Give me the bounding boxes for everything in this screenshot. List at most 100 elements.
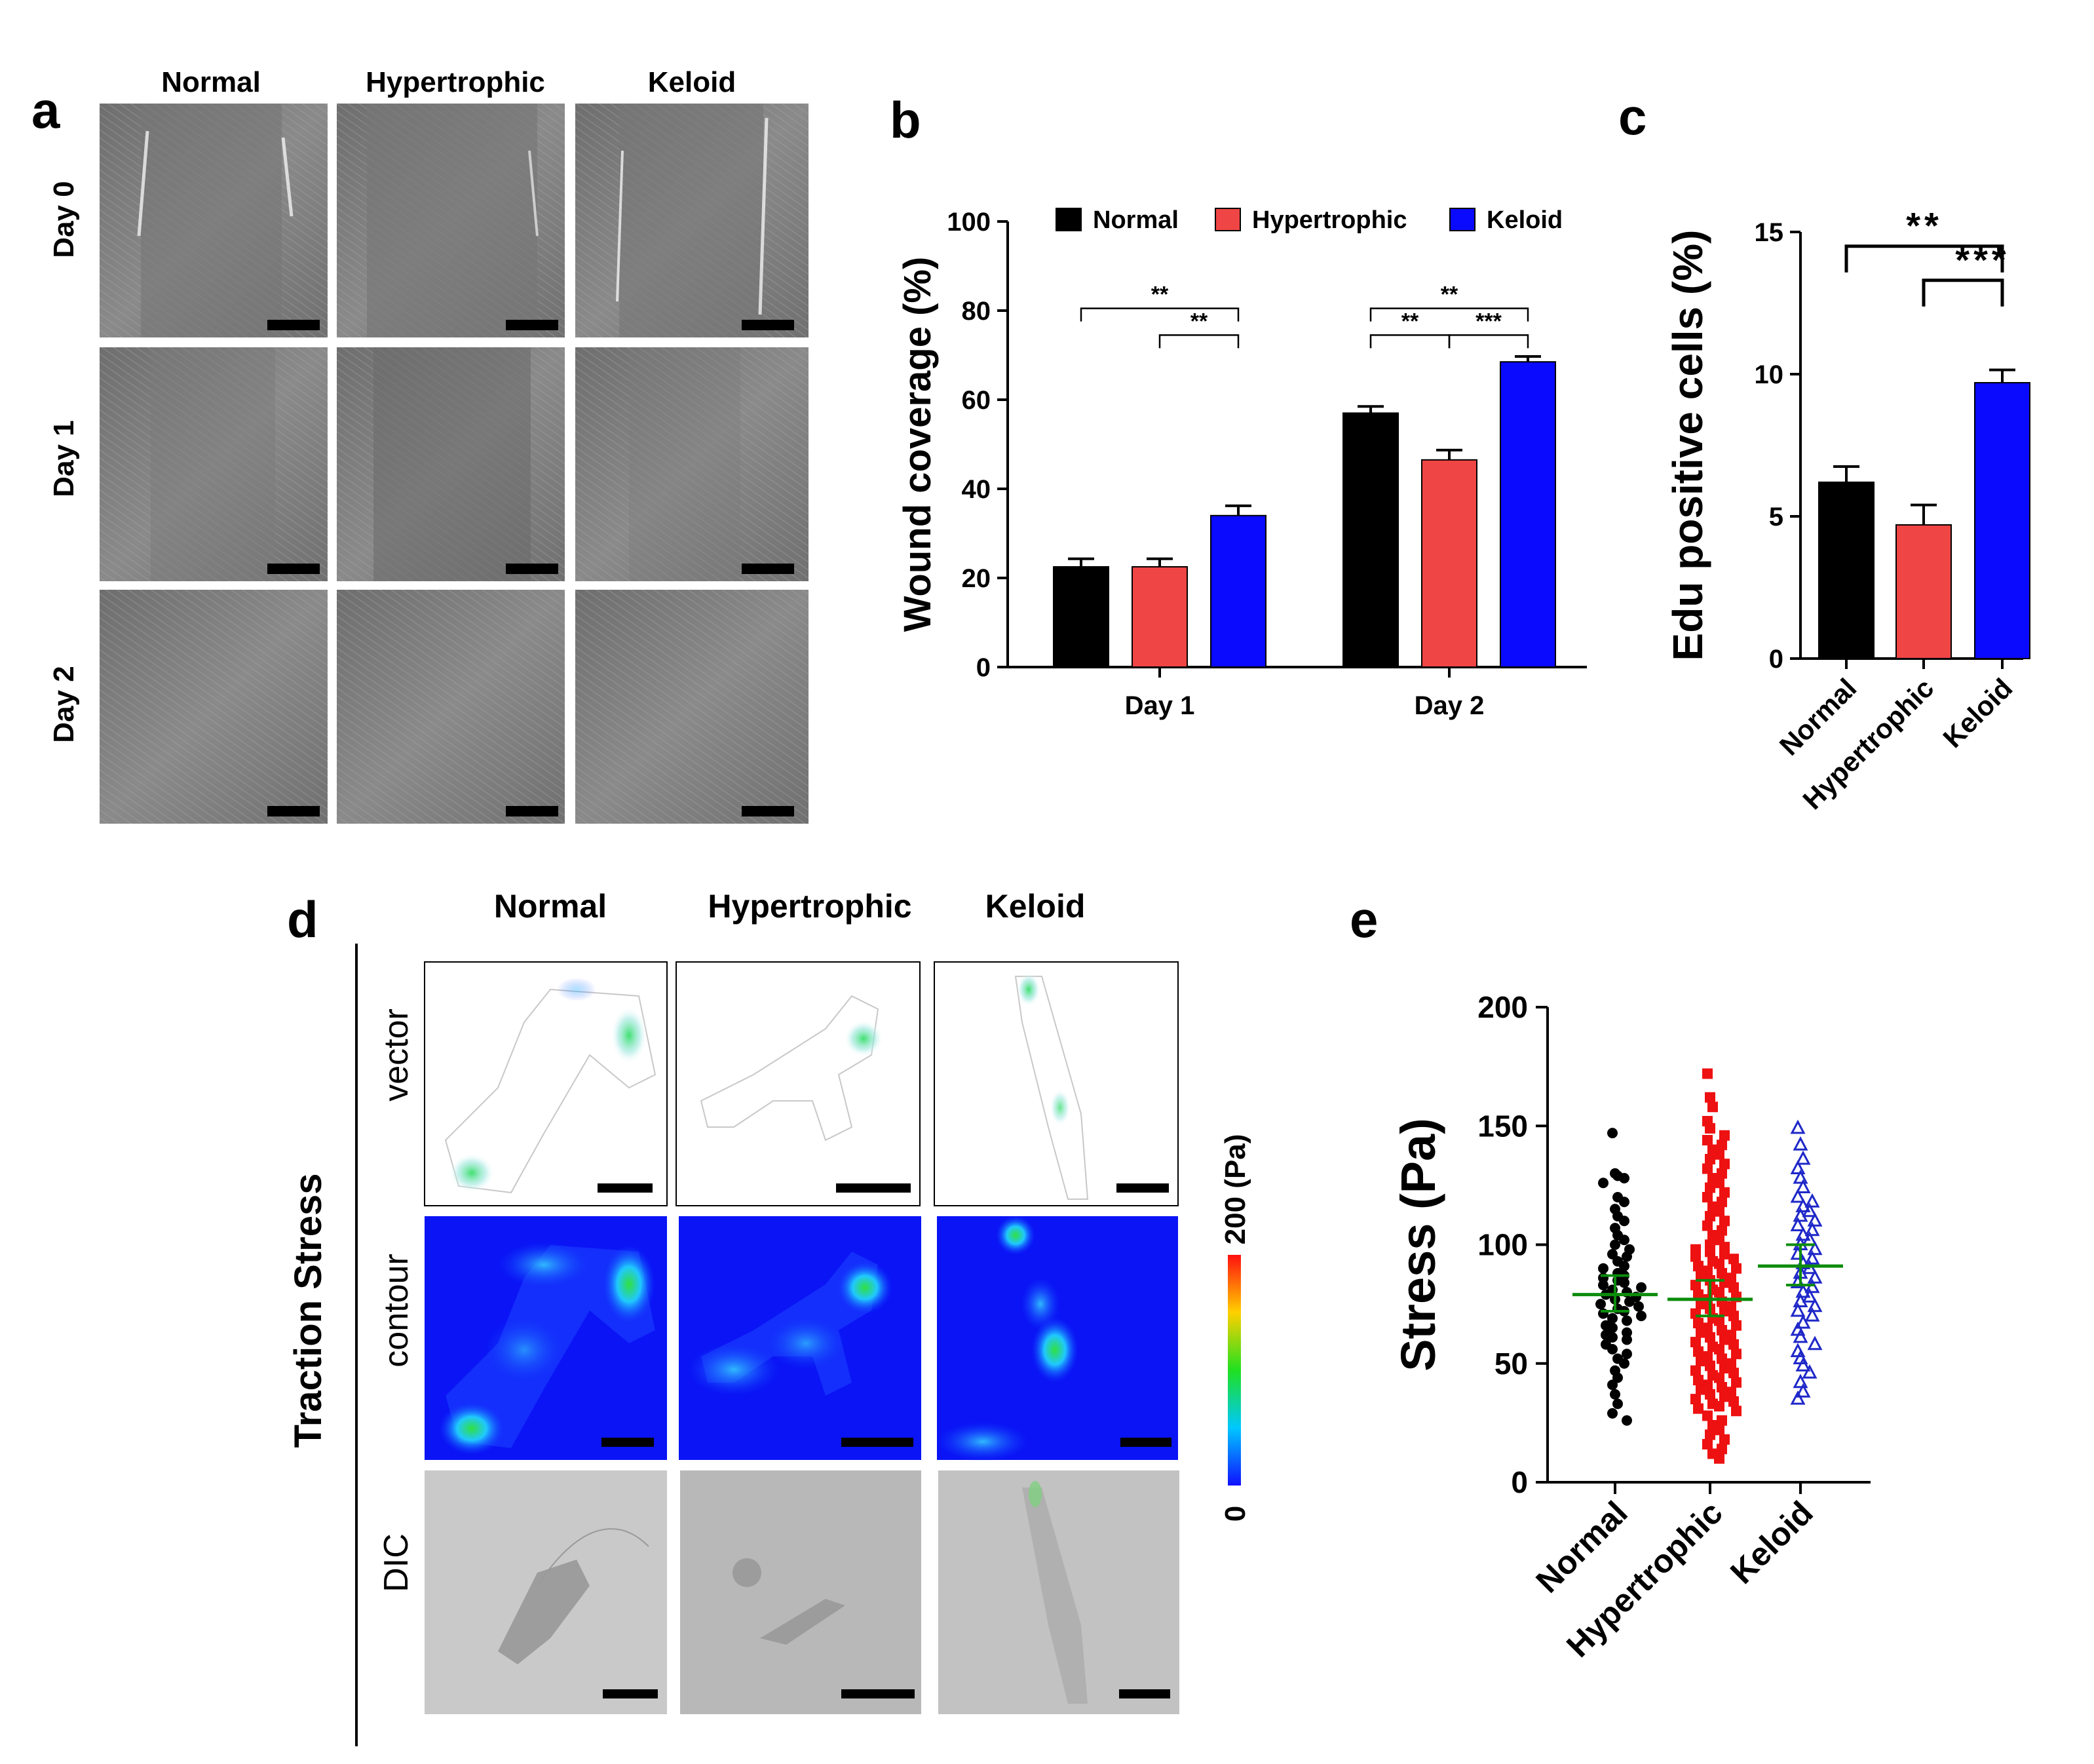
data-point-hypertrophic [1717,1168,1727,1179]
data-point-keloid [1790,1217,1806,1231]
data-point-keloid [1807,1269,1823,1284]
data-point-hypertrophic [1705,1360,1715,1371]
data-point-keloid [1793,1293,1808,1307]
significance-label: ** [1906,205,1943,246]
data-point-normal [1598,1280,1609,1291]
data-point-hypertrophic [1707,1102,1718,1113]
data-point-hypertrophic [1690,1394,1701,1405]
data-point-keloid [1793,1207,1808,1222]
data-point-hypertrophic [1714,1372,1724,1383]
data-point-normal [1612,1398,1623,1409]
data-point-normal [1598,1178,1609,1189]
data-point-hypertrophic [1705,1182,1715,1193]
significance-label: ** [1401,309,1419,334]
significance-label: ** [1151,282,1169,307]
data-point-keloid [1795,1283,1811,1298]
y-tick-label: 10 [1755,360,1784,389]
scale-bar [598,1183,653,1193]
x-tick-label: Hypertrophic [1797,672,1939,815]
scale-bar [267,806,320,816]
data-point-normal [1636,1282,1647,1293]
legend-swatch-keloid [1449,208,1475,231]
y-axis-title: Wound coverage (%) [896,257,939,632]
data-point-hypertrophic [1690,1280,1701,1291]
significance-label: *** [1475,309,1502,334]
data-point-hypertrophic [1702,1135,1713,1145]
scale-bar [841,1689,915,1698]
data-point-hypertrophic [1714,1453,1724,1464]
data-point-hypertrophic [1702,1410,1713,1421]
data-point-normal [1633,1301,1644,1312]
data-point-keloid [1807,1335,1823,1351]
y-axis-title: Stress (Pa) [1391,1118,1445,1371]
data-point-hypertrophic [1731,1349,1742,1360]
data-point-keloid [1802,1364,1818,1379]
data-point-keloid [1790,1302,1806,1317]
significance-bracket [1158,334,1240,349]
vector-row [424,961,1179,1206]
data-point-keloid [1793,1373,1808,1389]
bar-hypertrophic [1895,524,1952,660]
significance-bracket [1922,278,2004,307]
vector-map-hypertrophic [676,961,921,1206]
data-point-normal [1622,1349,1632,1360]
significance-label: ** [1190,309,1208,334]
panel-letter-c: c [1618,88,1647,145]
data-point-hypertrophic [1717,1382,1727,1392]
data-point-keloid [1804,1221,1820,1237]
data-point-keloid [1804,1307,1820,1322]
bar-keloid [1974,382,2030,660]
chart-b: 0 20 40 60 80 100 Wound coverage (%) Day 1 Day 2… [896,206,1587,720]
significance-bracket [1844,244,2004,273]
data-point-hypertrophic [1690,1337,1701,1348]
col-label-normal: Normal [161,66,261,98]
data-point-keloid [1795,1179,1811,1193]
data-point-hypertrophic [1693,1403,1704,1414]
scale-bar [603,1689,658,1698]
data-point-hypertrophic [1702,1068,1713,1079]
data-point-hypertrophic [1717,1444,1727,1455]
x-tick-label: Keloid [1937,672,2018,754]
data-point-hypertrophic [1717,1415,1727,1426]
data-point-hypertrophic [1696,1356,1706,1367]
data-point-keloid [1795,1198,1811,1212]
data-point-normal [1622,1334,1632,1345]
bar-hypertrophic-day1 [1132,566,1188,668]
panel-letter-e: e [1350,891,1378,948]
data-point-keloid [1793,1328,1808,1343]
data-point-hypertrophic [1714,1287,1724,1297]
data-point-keloid [1795,1150,1811,1165]
data-point-normal [1619,1173,1629,1183]
data-point-hypertrophic [1719,1249,1730,1259]
data-point-keloid [1802,1288,1818,1303]
bar-keloid-day1 [1210,514,1266,668]
data-point-hypertrophic [1719,1363,1730,1373]
data-point-normal [1619,1261,1629,1272]
data-point-hypertrophic [1705,1246,1715,1257]
significance-bracket [1369,307,1529,322]
legend-swatch-normal [1056,208,1082,231]
col-label-hypertrophic: Hypertrophic [366,66,545,98]
scale-bar [506,320,558,330]
data-point-normal [1595,1299,1606,1310]
y-tick-label: 150 [1477,1109,1528,1143]
scale-bar [1116,1183,1169,1193]
data-point-normal [1607,1332,1618,1343]
y-tick-label: 100 [1477,1228,1528,1262]
data-point-keloid [1804,1193,1820,1208]
data-point-normal [1607,1408,1618,1419]
panel-letter-b: b [890,91,921,149]
data-point-keloid [1793,1169,1808,1184]
bar-hypertrophic-day2 [1421,459,1477,668]
data-point-hypertrophic [1714,1425,1724,1436]
data-point-hypertrophic [1714,1315,1724,1326]
bar-normal-day1 [1053,566,1109,668]
panel-a: a Normal Hypertrophic Keloid Day 0 Day 1… [31,66,809,824]
bar-normal [1818,481,1875,659]
data-point-hypertrophic [1705,1429,1715,1440]
x-tick-label: Day 1 [1125,691,1195,720]
data-point-hypertrophic [1728,1311,1739,1322]
data-point-normal [1607,1322,1618,1333]
